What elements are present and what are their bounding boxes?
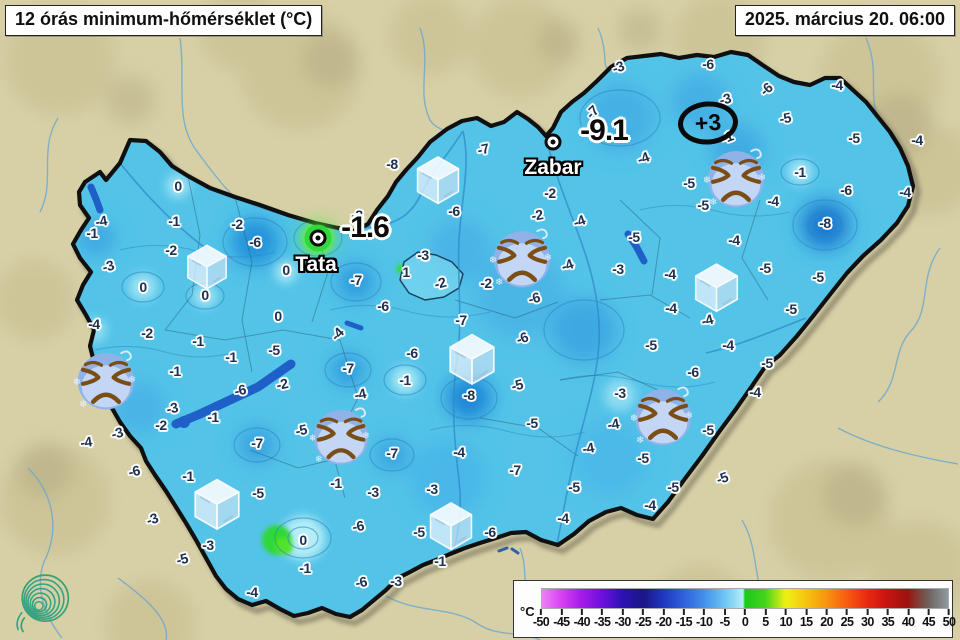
legend-tick: 40 <box>902 609 915 629</box>
isotherm-contours <box>121 89 858 559</box>
legend-tick: -20 <box>655 609 672 629</box>
map-title-text: 12 órás minimum-hőmérséklet (°C) <box>15 9 313 29</box>
map-datetime-text: 2025. március 20. 06:00 <box>744 9 945 29</box>
legend-tick: 45 <box>922 609 936 629</box>
legend-tick: -50 <box>533 609 550 629</box>
legend-tick: -15 <box>676 609 693 629</box>
legend-tick: 30 <box>861 609 874 629</box>
legend-tick: 15 <box>800 609 813 629</box>
legend-tick: 0 <box>742 609 749 629</box>
lakes <box>87 183 648 429</box>
map-title: 12 órás minimum-hőmérséklet (°C) <box>5 5 323 36</box>
legend-gradient-bar <box>541 588 949 609</box>
map-datetime: 2025. március 20. 06:00 <box>734 5 955 36</box>
legend-tick: 5 <box>762 609 769 629</box>
hungaromet-spiral-logo <box>12 570 76 634</box>
temperature-legend: °C -50 -45 -40 -35 -30 -25 -20 -15 -10 -5 0 5 10 15 20… <box>513 580 956 638</box>
legend-tick: 20 <box>820 609 834 629</box>
legend-ticks: -50 -45 -40 -35 -30 -25 -20 -15 -10 -5 0 5 10 15 20 25 3… <box>533 609 956 635</box>
legend-tick: -5 <box>720 609 730 629</box>
legend-tick: -30 <box>614 609 631 629</box>
plus3-annotation-text: +3 <box>693 108 722 137</box>
legend-tick: -45 <box>553 609 570 629</box>
legend-tick: 50 <box>943 609 956 629</box>
legend-tick: -40 <box>574 609 591 629</box>
legend-tick: -25 <box>635 609 652 629</box>
legend-tick: 35 <box>881 609 895 629</box>
legend-tick: 25 <box>841 609 854 629</box>
legend-tick: -10 <box>696 609 713 629</box>
legend-tick: 10 <box>779 609 793 629</box>
legend-unit: °C <box>520 604 535 619</box>
legend-tick: -35 <box>594 609 611 629</box>
